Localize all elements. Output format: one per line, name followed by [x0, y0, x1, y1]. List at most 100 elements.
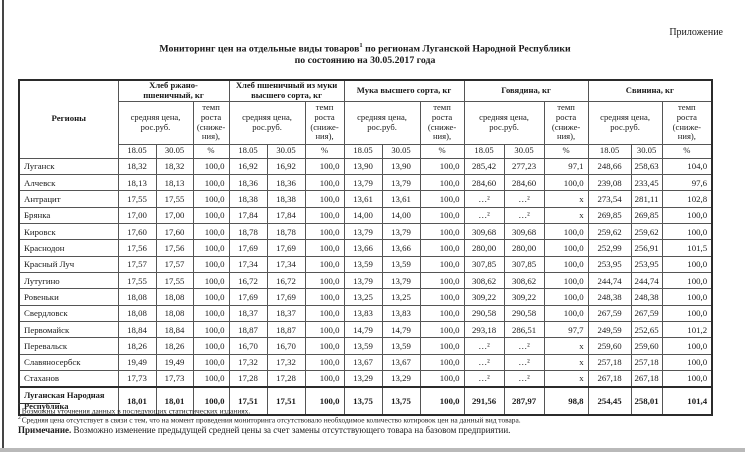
price-cell: …²: [463, 190, 505, 208]
title-text-rest: по регионам Луганской Народной Республик…: [362, 43, 571, 55]
subheader-date-1: 18.05: [343, 143, 383, 159]
rate-cell: 100,0: [661, 255, 713, 273]
price-cell: 291,56: [463, 385, 505, 416]
price-cell: 281,11: [630, 190, 663, 208]
price-cell: 309,68: [463, 222, 505, 241]
price-cell: 13,59: [381, 255, 421, 273]
rate-cell: 100,0: [192, 206, 230, 224]
table-row: Лутугино 17,55 17,55 100,0 16,72 16,72 100,0 13…: [18, 271, 713, 290]
price-cell: 17,60: [155, 222, 194, 241]
subheader-date-1: 18.05: [463, 143, 505, 159]
price-cell: 17,28: [228, 369, 268, 388]
price-cell: 13,59: [381, 337, 421, 355]
rate-cell: 100,0: [192, 271, 230, 290]
rate-cell: 97,6: [661, 173, 713, 192]
price-cell: 18,38: [266, 190, 306, 208]
price-cell: 18,26: [117, 337, 157, 355]
column-group-bread-rye: Хлеб ржано- пшеничный, кг: [117, 79, 230, 102]
price-cell: 18,36: [266, 173, 306, 192]
rate-cell: 100,0: [304, 190, 345, 208]
price-cell: 14,79: [343, 320, 383, 339]
price-cell: 13,79: [381, 271, 421, 290]
rate-cell: 100,0: [192, 304, 230, 322]
table-row: Ровеньки 18,08 18,08 100,0 17,69 17,69 100,0 13…: [18, 288, 713, 306]
price-cell: 307,85: [463, 255, 505, 273]
price-cell: 257,18: [630, 353, 663, 371]
price-cell: 244,74: [587, 271, 632, 290]
rate-cell: 100,0: [543, 239, 589, 257]
price-cell: 253,95: [587, 255, 632, 273]
price-cell: 17,55: [155, 190, 194, 208]
price-cell: 290,58: [503, 304, 545, 322]
price-cell: 267,18: [630, 369, 663, 388]
rate-cell: 100,0: [192, 255, 230, 273]
price-cell: 269,85: [587, 206, 632, 224]
column-group-beef: Говядина, кг: [463, 79, 589, 102]
footnote-1: 1Возможны уточнения данных в последующих…: [18, 405, 718, 416]
price-cell: 14,00: [381, 206, 421, 224]
rate-cell: 98,8: [543, 385, 589, 416]
price-cell: 259,60: [587, 337, 632, 355]
table-row: Брянка 17,00 17,00 100,0 17,84 17,84 100,0 14,0…: [18, 206, 713, 224]
price-cell: 307,85: [503, 255, 545, 273]
table-row: Антрацит 17,55 17,55 100,0 18,38 18,38 100,0 13…: [18, 190, 713, 208]
price-cell: 18,38: [228, 190, 268, 208]
appendix-label: Приложение: [669, 27, 723, 38]
price-cell: 248,38: [587, 288, 632, 306]
price-cell: 280,00: [463, 239, 505, 257]
price-cell: 13,29: [381, 369, 421, 388]
rate-cell: 100,0: [419, 206, 465, 224]
price-cell: 17,00: [117, 206, 157, 224]
column-header-regions: Регионы: [18, 79, 119, 159]
price-cell: 17,69: [228, 288, 268, 306]
page-title-line1: Мониторинг цен на отдельные виды товаров…: [18, 40, 712, 55]
price-cell: 13,79: [343, 222, 383, 241]
column-group-flour: Мука высшего сорта, кг: [343, 79, 465, 102]
rate-cell: 100,0: [543, 288, 589, 306]
price-cell: 233,45: [630, 173, 663, 192]
rate-cell: 100,0: [192, 369, 230, 388]
price-cell: 258,01: [630, 385, 663, 416]
price-cell: 277,23: [503, 157, 545, 175]
subheader-growth-rate: темп роста (сниже- ния),: [661, 100, 713, 145]
price-cell: 18,13: [117, 173, 157, 192]
rate-cell: 100,0: [419, 353, 465, 371]
price-cell: 14,79: [381, 320, 421, 339]
price-cell: 13,67: [381, 353, 421, 371]
price-cell: 18,32: [155, 157, 194, 175]
subheader-growth-rate: темп роста (сниже- ния),: [543, 100, 589, 145]
footnote-ref-1: 1: [359, 42, 363, 49]
price-cell: 269,85: [630, 206, 663, 224]
region-cell: Краснодон: [18, 239, 119, 257]
price-cell: 18,87: [266, 320, 306, 339]
rate-cell: 100,0: [192, 239, 230, 257]
subheader-date-2: 30.05: [155, 143, 194, 159]
price-cell: 280,00: [503, 239, 545, 257]
subheader-growth-rate: темп роста (сниже- ния),: [192, 100, 230, 145]
rate-cell: x: [543, 369, 589, 388]
rate-cell: 100,0: [419, 337, 465, 355]
price-cell: 13,61: [343, 190, 383, 208]
rate-cell: 100,0: [192, 222, 230, 241]
price-cell: …²: [503, 369, 545, 388]
subheader-avg-price: средняя цена, рос.руб.: [463, 100, 545, 145]
price-cell: 284,60: [463, 173, 505, 192]
rate-cell: 100,0: [192, 337, 230, 355]
price-cell: 16,70: [266, 337, 306, 355]
rate-cell: 100,0: [543, 255, 589, 273]
rate-cell: 100,0: [419, 288, 465, 306]
rate-cell: x: [543, 206, 589, 224]
window-left-edge: [2, 0, 4, 452]
price-cell: 13,29: [343, 369, 383, 388]
price-cell: 18,08: [117, 304, 157, 322]
price-cell: 248,66: [587, 157, 632, 175]
rate-cell: 100,0: [661, 337, 713, 355]
price-cell: 287,97: [503, 385, 545, 416]
price-cell: 18,13: [155, 173, 194, 192]
price-cell: 273,54: [587, 190, 632, 208]
price-cell: 248,38: [630, 288, 663, 306]
rate-cell: 100,0: [543, 173, 589, 192]
price-cell: 17,34: [228, 255, 268, 273]
price-cell: 13,66: [343, 239, 383, 257]
rate-cell: 97,1: [543, 157, 589, 175]
